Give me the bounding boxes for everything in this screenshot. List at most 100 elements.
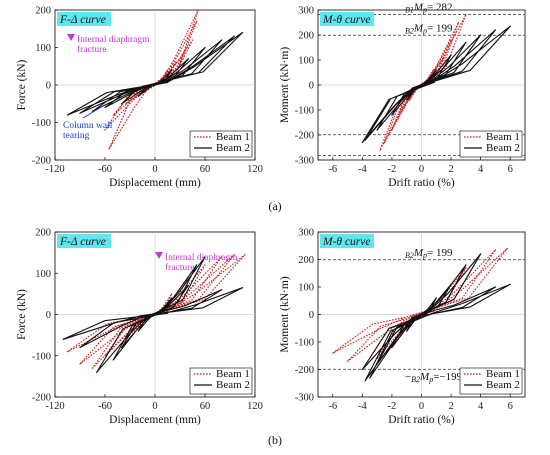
- chart-title: M-θ curve: [322, 236, 370, 248]
- tearing-arrow: [82, 105, 104, 119]
- x-tick-label: 60: [200, 401, 211, 412]
- y-tick-label: 100: [298, 283, 314, 294]
- reference-line-label: B2Mp= 199: [405, 22, 453, 35]
- series-line-beam-2: [361, 253, 511, 382]
- series-line-beam-2: [361, 25, 511, 144]
- data-point: [391, 114, 393, 116]
- data-point: [332, 352, 334, 354]
- series-line-beam-2: [66, 31, 244, 116]
- x-tick-label: -120: [45, 164, 64, 175]
- data-point: [346, 360, 349, 362]
- data-point: [398, 111, 400, 114]
- data-point: [204, 46, 206, 49]
- data-point: [480, 34, 482, 36]
- data-point: [221, 39, 223, 41]
- legend-label: Beam 1: [216, 368, 250, 380]
- y-axis-label: Force (kN): [16, 289, 28, 340]
- data-point: [104, 355, 106, 357]
- data-point: [364, 139, 366, 141]
- x-tick-label: 0: [419, 401, 424, 412]
- data-point: [187, 58, 189, 60]
- y-tick-label: -100: [295, 338, 314, 349]
- data-point: [112, 359, 114, 361]
- y-axis-label: Force (kN): [16, 59, 28, 110]
- data-point: [506, 247, 508, 250]
- x-tick-label: 60: [200, 164, 211, 175]
- reference-line-label: −B2Mp=−199: [405, 371, 463, 384]
- data-point: [112, 114, 114, 116]
- x-tick-label: -4: [358, 164, 367, 175]
- x-tick-label: 4: [478, 164, 484, 175]
- data-point: [171, 297, 173, 299]
- legend-label: Beam 2: [216, 142, 250, 154]
- x-tick-label: -6: [328, 164, 337, 175]
- data-point: [241, 287, 244, 289]
- data-point: [443, 56, 445, 59]
- panel-b-left: -120 -60 0 60 120 -200 -100 0 100 200 Displacement…: [16, 228, 263, 427]
- data-point: [62, 338, 64, 340]
- data-point: [104, 129, 106, 131]
- y-tick-label: 300: [298, 6, 314, 17]
- data-point: [361, 141, 363, 144]
- chart-title: M-θ curve: [322, 14, 370, 26]
- legend-label: Beam 2: [486, 142, 520, 154]
- x-axis-label: Drift ratio (%): [388, 414, 455, 426]
- y-tick-label: 100: [298, 56, 314, 67]
- x-axis-label: Drift ratio (%): [388, 177, 455, 189]
- y-tick-label: 200: [35, 6, 51, 17]
- y-tick-label: -300: [295, 393, 314, 404]
- title-background: [57, 234, 111, 248]
- x-tick-label: 6: [508, 164, 513, 175]
- data-point: [233, 254, 235, 256]
- data-point: [171, 69, 173, 71]
- annotation-fracture: fracture: [165, 262, 195, 273]
- data-point: [204, 264, 206, 266]
- annotation-fracture: Internal diaphragm: [77, 35, 150, 45]
- data-point: [66, 114, 69, 116]
- x-tick-label: 2: [448, 164, 453, 175]
- y-tick-label: -200: [32, 156, 51, 167]
- y-tick-label: 100: [35, 43, 51, 54]
- panel-a-right: -6 -4 -2 0 2 4 6 -300 -200 -100 0 100 200 300 Drift ra…: [279, 2, 526, 189]
- legend-box: [459, 130, 523, 158]
- chart-title: F-Δ curve: [59, 236, 106, 248]
- data-point: [465, 264, 467, 266]
- y-tick-label: 0: [309, 310, 314, 321]
- data-point: [494, 286, 497, 288]
- data-point: [509, 283, 511, 285]
- x-tick-label: -2: [388, 164, 397, 175]
- data-point: [175, 61, 177, 64]
- data-point: [369, 377, 371, 379]
- data-point: [465, 267, 467, 269]
- data-point: [391, 346, 393, 349]
- annotation-fracture: fracture: [77, 44, 107, 55]
- fracture-marker-icon: [67, 34, 75, 41]
- data-point: [376, 129, 378, 131]
- x-tick-label: 120: [247, 401, 263, 412]
- annotation-tearing: tearing: [63, 131, 90, 141]
- data-point: [104, 106, 106, 109]
- data-point: [361, 368, 363, 371]
- y-tick-label: -100: [295, 106, 314, 117]
- data-point: [457, 21, 460, 24]
- data-point: [221, 256, 223, 258]
- x-tick-label: -60: [98, 164, 112, 175]
- x-tick-label: 0: [419, 164, 424, 175]
- data-point: [183, 52, 185, 54]
- y-tick-label: -200: [295, 365, 314, 376]
- x-axis-label: Displacement (mm): [109, 414, 201, 426]
- y-tick-label: -100: [32, 118, 51, 129]
- data-point: [196, 264, 198, 266]
- title-background: [320, 12, 374, 26]
- legend-label: Beam 2: [486, 379, 520, 391]
- x-tick-label: 4: [478, 401, 484, 412]
- annotation-tearing: Column wall: [63, 121, 113, 131]
- legend-label: Beam 1: [216, 131, 250, 143]
- legend-box: [459, 367, 523, 395]
- legend-label: Beam 2: [216, 379, 250, 391]
- x-axis-label: Displacement (mm): [109, 177, 201, 189]
- x-tick-label: -120: [45, 401, 64, 412]
- data-point: [435, 69, 437, 71]
- y-tick-label: -200: [295, 131, 314, 142]
